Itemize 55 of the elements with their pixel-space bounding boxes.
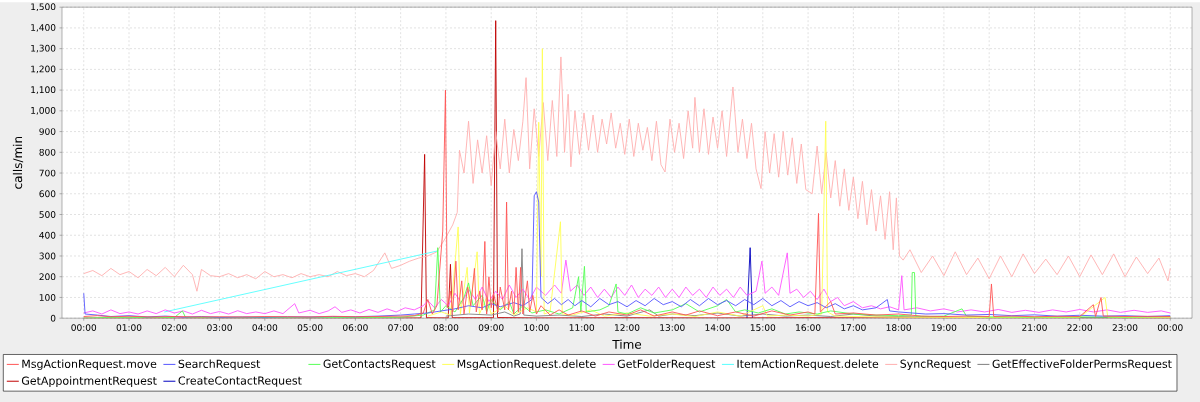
x-tick-label: 12:00 <box>615 324 640 331</box>
legend-label: MsgActionRequest.move <box>22 359 157 371</box>
y-tick-label: 800 <box>39 148 56 156</box>
y-tick-label: 700 <box>39 169 56 177</box>
x-tick-label: 08:00 <box>433 324 459 331</box>
y-tick-label: 600 <box>39 190 56 198</box>
x-tick-label: 22:00 <box>1067 324 1093 331</box>
y-tick-label: 1,200 <box>31 65 56 74</box>
x-tick-label: 01:00 <box>116 324 142 331</box>
legend-label: MsgActionRequest.delete <box>457 359 596 371</box>
x-tick-label: 15:00 <box>750 324 776 331</box>
x-tick-label: 21:00 <box>1022 324 1047 331</box>
x-tick-label: 09:00 <box>478 324 504 331</box>
y-tick-label: 900 <box>39 128 56 135</box>
x-tick-label: 13:00 <box>660 324 685 331</box>
x-tick-label: 03:00 <box>207 324 232 331</box>
y-axis-title: calls/min <box>12 136 24 189</box>
x-tick-label: 06:00 <box>343 324 368 331</box>
y-tick-label: 500 <box>39 211 56 218</box>
x-tick-label: 20:00 <box>976 324 1002 331</box>
line-series <box>83 56 1171 292</box>
x-axis-title: Time <box>612 339 642 349</box>
y-tick-label: 200 <box>39 273 56 281</box>
legend-label: GetEffectiveFolderPermsRequest <box>992 359 1172 371</box>
legend-label: SearchRequest <box>178 359 261 371</box>
legend-label: GetAppointmentRequest <box>21 376 157 387</box>
x-tick-label: 17:00 <box>841 324 866 331</box>
x-tick-label: 11:00 <box>569 324 595 331</box>
y-tick-label: 1,100 <box>31 86 56 94</box>
legend-label: SyncRequest <box>900 359 971 370</box>
x-tick-label: 05:00 <box>297 324 323 331</box>
x-tick-label: 00:00 <box>71 324 97 331</box>
x-tick-label: 19:00 <box>931 324 957 331</box>
line-series <box>83 89 1171 318</box>
x-tick-label: 04:00 <box>252 324 278 331</box>
legend-label: CreateContactRequest <box>178 376 302 387</box>
x-tick-label: 23:00 <box>1112 324 1138 331</box>
y-tick-label: 1,400 <box>31 23 56 32</box>
y-tick-label: 1,500 <box>31 3 56 11</box>
x-tick-label: 14:00 <box>705 324 730 331</box>
y-tick-label: 1,300 <box>31 44 56 53</box>
y-tick-label: 100 <box>39 293 56 301</box>
x-tick-label: 16:00 <box>796 324 821 331</box>
legend-label: ItemActionRequest.delete <box>737 359 879 371</box>
legend-label: GetFolderRequest <box>617 359 716 371</box>
x-tick-label: 00:00 <box>1157 324 1183 331</box>
y-tick-label: 400 <box>39 231 56 239</box>
y-tick-label: 1,000 <box>31 106 56 115</box>
x-tick-label: 02:00 <box>161 324 187 331</box>
x-tick-label: 07:00 <box>388 324 414 331</box>
legend-label: GetContactsRequest <box>323 359 436 370</box>
y-tick-label: 0 <box>50 314 56 322</box>
x-tick-label: 10:00 <box>524 324 549 331</box>
x-tick-label: 18:00 <box>886 324 911 331</box>
y-tick-label: 300 <box>39 252 56 260</box>
